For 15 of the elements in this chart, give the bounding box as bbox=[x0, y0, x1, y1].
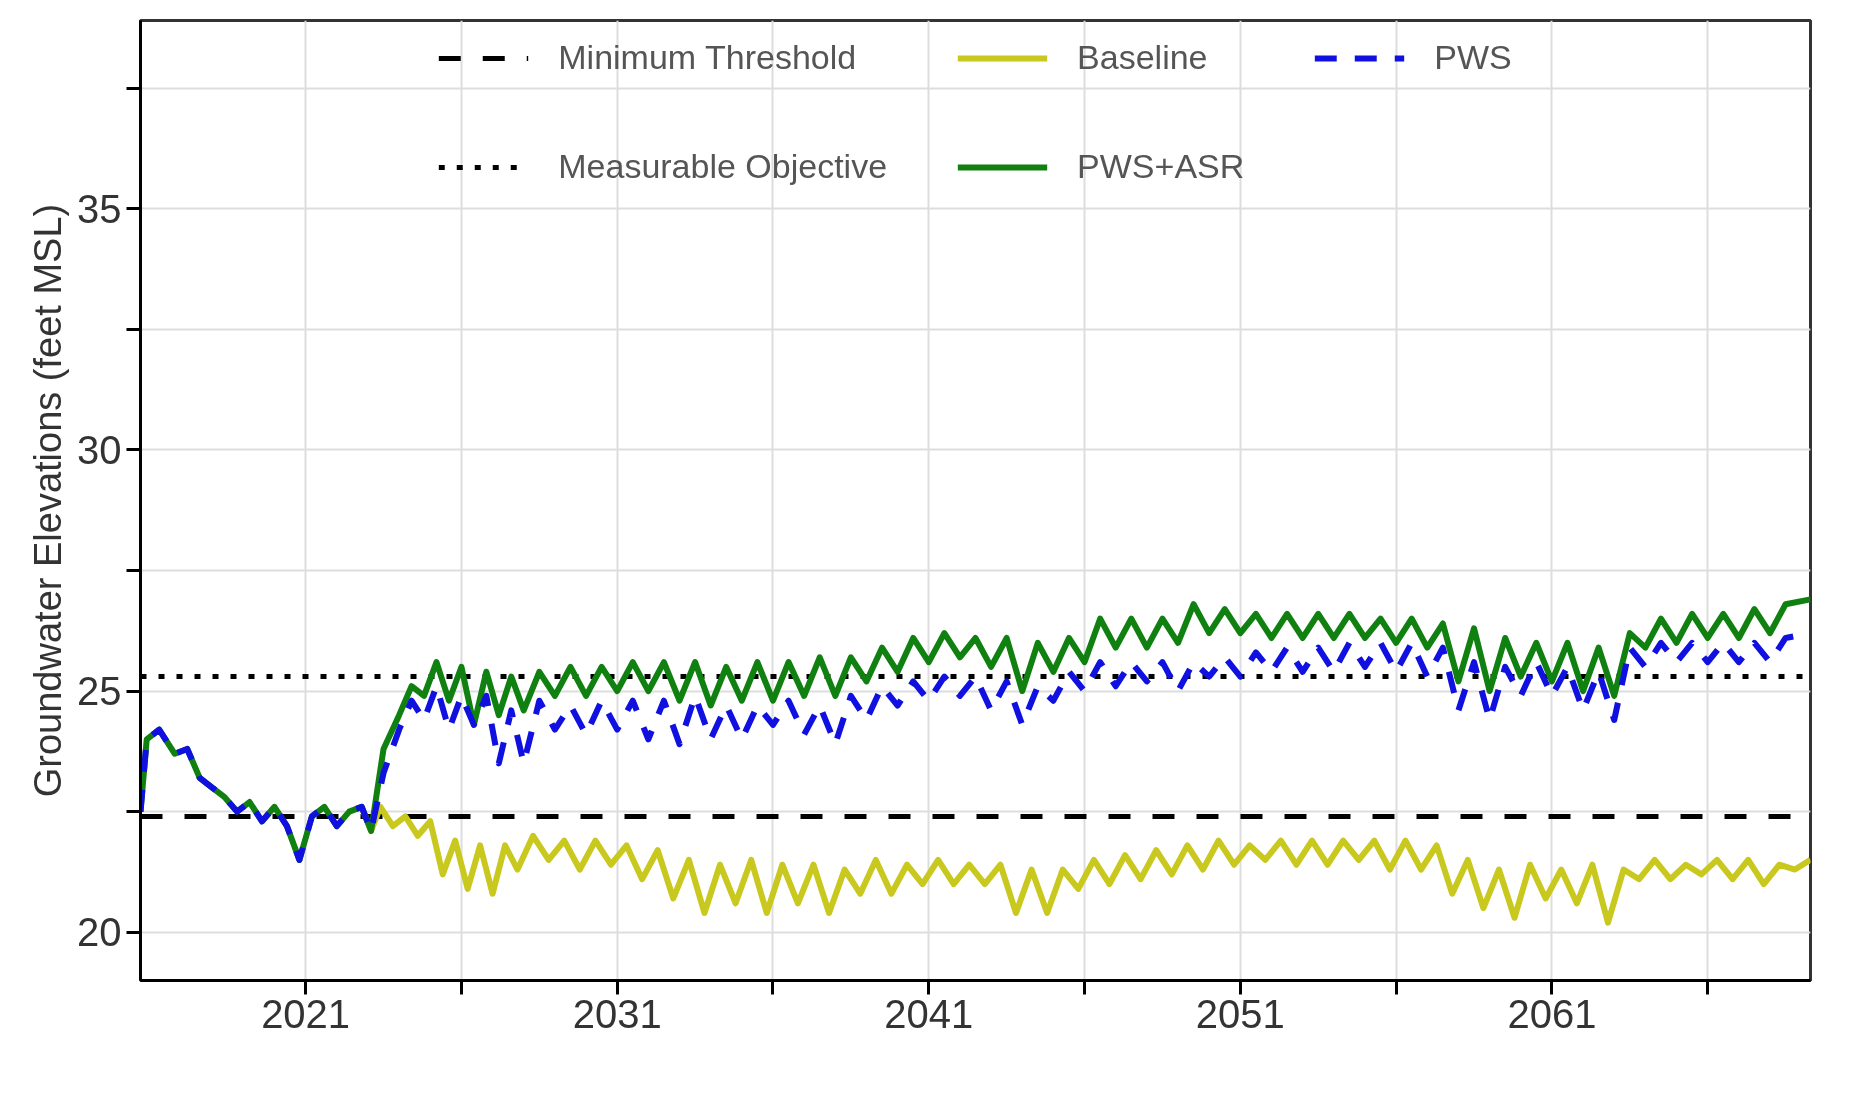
x-tick-label: 2051 bbox=[1195, 991, 1285, 1036]
legend-label: Measurable Objective bbox=[558, 147, 888, 186]
y-tick-label: 20 bbox=[77, 910, 122, 955]
x-tick-label: 2061 bbox=[1507, 991, 1597, 1036]
y-tick-label: 30 bbox=[77, 427, 122, 472]
y-tick-label: 35 bbox=[77, 186, 122, 231]
x-tick-label: 2041 bbox=[884, 991, 974, 1036]
x-tick-label: 2021 bbox=[261, 991, 351, 1036]
y-axis-title: Groundwater Elevations (feet MSL) bbox=[27, 203, 70, 798]
legend-label: Minimum Threshold bbox=[558, 38, 857, 77]
y-tick-label: 25 bbox=[77, 669, 122, 714]
legend-label: Baseline bbox=[1077, 38, 1208, 77]
legend-label: PWS+ASR bbox=[1077, 147, 1245, 186]
x-tick-label: 2031 bbox=[572, 991, 662, 1036]
legend-label: PWS bbox=[1434, 38, 1512, 77]
